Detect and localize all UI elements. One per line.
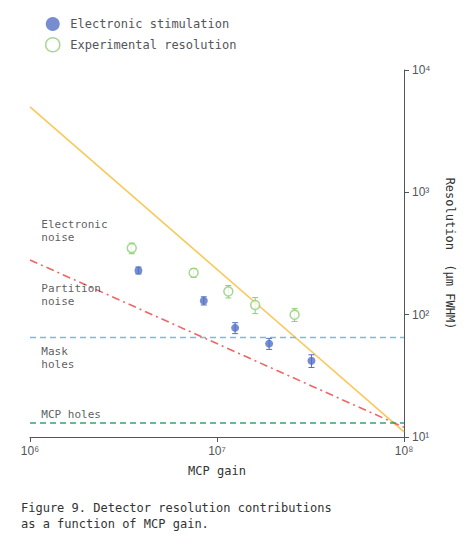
svg-text:Partition: Partition	[41, 282, 101, 295]
svg-text:10⁴: 10⁴	[412, 63, 431, 77]
svg-text:10⁶: 10⁶	[21, 444, 39, 458]
svg-text:Experimental resolution: Experimental resolution	[70, 38, 236, 52]
svg-text:noise: noise	[41, 231, 74, 244]
svg-text:Electronic stimulation: Electronic stimulation	[70, 17, 229, 31]
svg-text:MCP gain: MCP gain	[188, 464, 246, 478]
svg-text:Mask: Mask	[41, 345, 68, 358]
svg-text:10³: 10³	[412, 185, 429, 199]
svg-text:10⁸: 10⁸	[395, 444, 413, 458]
svg-text:Electronic: Electronic	[41, 218, 107, 231]
svg-text:MCP holes: MCP holes	[41, 408, 101, 421]
svg-text:Resolution (μm FWHM): Resolution (μm FWHM)	[443, 178, 457, 330]
svg-text:Figure 9. Detector resolution: Figure 9. Detector resolution contributi…	[21, 501, 332, 515]
svg-text:noise: noise	[41, 295, 74, 308]
svg-text:holes: holes	[41, 358, 74, 371]
svg-text:10¹: 10¹	[412, 430, 429, 444]
svg-text:as a function of MCP gain.: as a function of MCP gain.	[21, 517, 209, 531]
svg-text:10²: 10²	[412, 308, 429, 322]
svg-text:10⁷: 10⁷	[208, 444, 226, 458]
